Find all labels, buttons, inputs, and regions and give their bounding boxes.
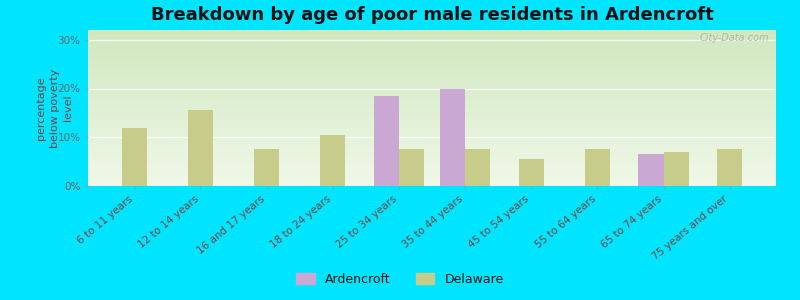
Title: Breakdown by age of poor male residents in Ardencroft: Breakdown by age of poor male residents … <box>150 6 714 24</box>
Y-axis label: percentage
below poverty
level: percentage below poverty level <box>36 68 73 148</box>
Bar <box>320 135 346 186</box>
Bar <box>717 149 742 186</box>
Bar <box>374 96 399 186</box>
Bar <box>585 149 610 186</box>
Bar <box>518 159 544 186</box>
Legend: Ardencroft, Delaware: Ardencroft, Delaware <box>291 268 509 291</box>
Bar <box>440 88 465 186</box>
Bar <box>122 128 147 186</box>
Bar <box>465 149 490 186</box>
Bar <box>638 154 663 186</box>
Bar <box>399 149 424 186</box>
Bar <box>188 110 213 186</box>
Bar <box>254 149 279 186</box>
Bar <box>663 152 689 186</box>
Text: City-Data.com: City-Data.com <box>699 33 769 43</box>
